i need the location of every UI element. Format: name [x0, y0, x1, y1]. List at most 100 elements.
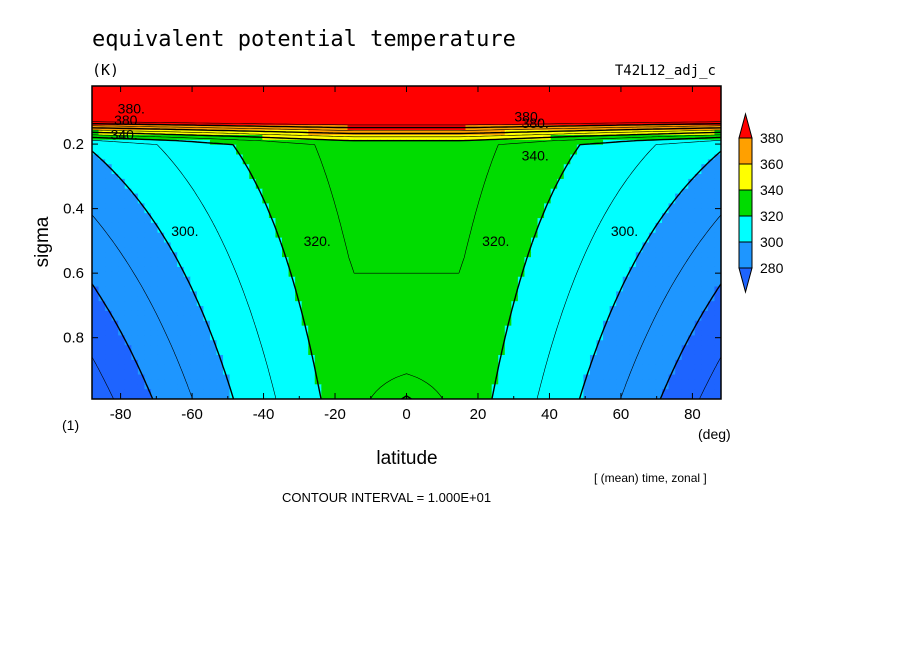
field-cell: [413, 335, 421, 341]
field-cell: [327, 242, 336, 248]
field-cell: [275, 266, 283, 273]
field-cell: [170, 198, 178, 204]
field-cell: [340, 144, 349, 151]
field-cell: [432, 159, 440, 165]
field-cell: [321, 242, 329, 248]
field-cell: [236, 315, 244, 322]
field-cell: [485, 306, 493, 312]
field-cell: [629, 296, 637, 302]
field-cell: [465, 188, 473, 195]
field-cell: [675, 208, 683, 214]
field-cell: [675, 154, 683, 160]
field-cell: [354, 306, 362, 312]
field-cell: [714, 139, 721, 146]
field-cell: [688, 174, 696, 180]
field-cell: [472, 188, 480, 195]
field-cell: [236, 178, 244, 185]
field-cell: [150, 218, 159, 224]
field-cell: [209, 105, 218, 112]
field-cell: [144, 325, 152, 332]
field-cell: [183, 90, 191, 97]
field-cell: [622, 95, 630, 102]
field-cell: [236, 169, 244, 175]
field-cell: [295, 115, 303, 121]
field-cell: [498, 95, 506, 102]
field-cell: [498, 213, 506, 219]
field-cell: [465, 193, 473, 200]
field-cell: [150, 247, 159, 253]
field-cell: [655, 110, 663, 116]
field-cell: [118, 86, 126, 92]
field-cell: [295, 174, 303, 180]
field-cell: [596, 178, 604, 185]
field-cell: [675, 90, 683, 97]
field-cell: [616, 169, 624, 175]
field-cell: [511, 110, 519, 116]
field-cell: [642, 115, 650, 121]
field-cell: [648, 95, 657, 102]
field-cell: [478, 257, 486, 263]
field-cell: [131, 306, 139, 312]
field-cell: [340, 183, 349, 190]
field-cell: [413, 320, 421, 327]
field-cell: [668, 144, 676, 151]
field-cell: [445, 154, 453, 160]
field-cell: [190, 154, 198, 160]
field-cell: [648, 213, 657, 219]
field-cell: [648, 262, 657, 268]
field-cell: [268, 105, 277, 112]
field-cell: [432, 257, 440, 263]
field-cell: [275, 301, 283, 307]
field-cell: [576, 125, 584, 131]
field-cell: [177, 266, 185, 273]
field-cell: [648, 139, 657, 146]
field-cell: [301, 301, 309, 307]
field-cell: [635, 159, 643, 165]
field-cell: [570, 227, 578, 234]
field-cell: [563, 252, 571, 258]
field-cell: [589, 315, 598, 322]
field-cell: [498, 271, 506, 278]
field-cell: [111, 247, 119, 253]
field-cell: [635, 301, 643, 307]
field-cell: [406, 90, 414, 97]
field-cell: [629, 154, 637, 160]
field-cell: [367, 213, 375, 219]
field-cell: [203, 208, 211, 214]
field-cell: [491, 203, 499, 209]
field-cell: [144, 286, 152, 293]
field-cell: [458, 330, 467, 337]
field-cell: [517, 110, 526, 116]
field-cell: [616, 213, 624, 219]
field-cell: [111, 227, 119, 234]
field-cell: [419, 296, 427, 302]
field-cell: [308, 213, 316, 219]
field-cell: [609, 100, 617, 107]
field-cell: [150, 315, 159, 322]
field-cell: [530, 95, 539, 102]
field-cell: [360, 286, 368, 293]
field-cell: [419, 281, 427, 288]
field-cell: [589, 257, 598, 263]
field-cell: [229, 330, 237, 337]
field-cell: [203, 281, 211, 288]
field-cell: [622, 130, 630, 136]
field-cell: [203, 325, 211, 332]
field-cell: [118, 242, 126, 248]
field-cell: [236, 271, 244, 278]
field-cell: [203, 218, 211, 224]
field-cell: [596, 164, 604, 170]
field-cell: [557, 301, 565, 307]
field-cell: [236, 247, 244, 253]
field-cell: [609, 276, 617, 283]
field-cell: [622, 86, 630, 92]
field-cell: [694, 90, 702, 97]
field-cell: [485, 134, 493, 141]
field-cell: [386, 174, 394, 180]
field-cell: [255, 301, 263, 307]
field-cell: [209, 213, 218, 219]
field-cell: [668, 306, 676, 312]
field-cell: [557, 105, 565, 112]
field-cell: [92, 115, 100, 121]
field-cell: [432, 291, 440, 297]
